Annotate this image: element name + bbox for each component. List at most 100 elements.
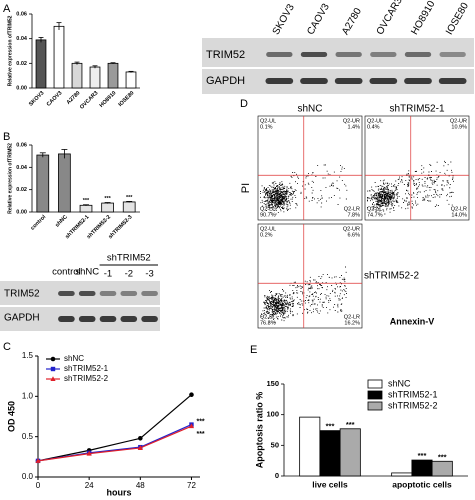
- plot-title: shNC: [297, 104, 322, 115]
- row-label: TRIM52: [206, 49, 245, 61]
- quadrant-label: 1.4%: [347, 124, 360, 130]
- error-bar: [128, 70, 134, 73]
- band: [78, 316, 96, 322]
- band: [141, 316, 158, 322]
- group-label: shTRIM52: [107, 253, 151, 264]
- y-tick-label: 100: [266, 410, 279, 419]
- y-tick-label: 0.5: [22, 432, 34, 441]
- lane-label: shNC: [75, 267, 99, 278]
- band: [78, 291, 96, 296]
- x-tick-label: A2780: [66, 90, 82, 106]
- legend-swatch: [367, 390, 383, 400]
- quadrant-label: Q2-LL: [260, 314, 275, 320]
- bar: [299, 416, 321, 477]
- quadrant-label: Q2-LR: [344, 314, 360, 320]
- quadrant-label: Q2-LL: [367, 206, 382, 212]
- lane-label: control: [52, 267, 81, 278]
- quadrant-label: 16.2%: [344, 320, 360, 326]
- band: [300, 78, 328, 84]
- quadrant-label: Q2-UL: [260, 226, 276, 232]
- quadrant-label: 76.8%: [260, 320, 276, 326]
- band: [439, 52, 466, 57]
- bar: [89, 66, 101, 89]
- y-axis-label: Relative expression ofTRIM52: [7, 143, 13, 214]
- quadrant-label: 74.7%: [367, 212, 383, 218]
- significance: ***: [196, 431, 204, 438]
- significance: ***: [104, 196, 111, 202]
- y-tick-label: 50: [271, 440, 279, 449]
- band: [335, 52, 362, 57]
- lane-label: -1: [104, 269, 112, 280]
- legend-label: shNC: [64, 354, 84, 363]
- marker: [50, 356, 56, 362]
- error-bar: [104, 202, 111, 204]
- band: [141, 291, 158, 296]
- panel-label: A: [3, 3, 11, 15]
- band: [369, 78, 398, 84]
- quadrant-label: Q2-UR: [343, 118, 360, 124]
- x-tick-label: 72: [187, 481, 196, 490]
- legend-label: shNC: [388, 378, 411, 388]
- y-tick-label: 0: [275, 471, 279, 480]
- error-bar: [83, 204, 89, 206]
- y-axis-label: Apoptosis ratio %: [254, 392, 264, 469]
- x-tick-label: HO8910: [99, 90, 118, 109]
- quadrant-label: 10.9%: [451, 124, 467, 130]
- lane-label: -3: [145, 269, 153, 280]
- bar: [391, 472, 413, 477]
- x-tick-label: apoptotic cells: [392, 479, 452, 489]
- y-tick-label: 0.0: [22, 472, 34, 481]
- bar: [107, 62, 119, 89]
- x-tick-label: live cells: [312, 479, 348, 489]
- bar: [53, 25, 65, 89]
- bar: [79, 204, 93, 213]
- legend-swatch: [367, 401, 383, 411]
- x-tick-label: control: [30, 214, 48, 232]
- bar: [319, 430, 341, 477]
- marker: [35, 458, 41, 463]
- y-tick-label: 0.06: [16, 11, 27, 17]
- y-tick-label: 1.0: [22, 391, 34, 400]
- error-bar: [39, 152, 46, 158]
- significance: ***: [418, 451, 427, 460]
- lane-label: -2: [125, 269, 133, 280]
- marker: [188, 423, 195, 429]
- error-bar: [92, 65, 98, 69]
- bar: [101, 202, 114, 213]
- x-tick-label: SKOV3: [28, 90, 45, 107]
- marker: [189, 392, 194, 398]
- plot-title: shTRIM52-2: [364, 271, 419, 282]
- plot-frame: [257, 115, 363, 221]
- y-tick-label: 1.5: [22, 351, 34, 360]
- line: [37, 394, 192, 462]
- marker: [50, 376, 56, 381]
- error-bar: [38, 37, 44, 43]
- y-tick-label: 0.00: [16, 85, 27, 91]
- significance: ***: [326, 422, 335, 431]
- quadrant-label: 7.8%: [347, 212, 360, 218]
- bar: [58, 153, 71, 213]
- significance: ***: [346, 420, 355, 429]
- quadrant-label: Q2-UR: [450, 118, 467, 124]
- marker: [138, 435, 143, 441]
- band: [58, 291, 75, 296]
- bar: [125, 71, 137, 89]
- line: [37, 424, 192, 462]
- event-dots: [367, 160, 454, 215]
- band: [99, 316, 117, 322]
- blot-background: [202, 38, 474, 94]
- quadrant-label: 6.6%: [347, 232, 360, 238]
- band: [404, 52, 432, 57]
- band: [300, 52, 328, 57]
- y-tick-label: 150: [266, 379, 279, 388]
- x-tick-label: shNC: [54, 214, 68, 228]
- x-axis-label: hours: [106, 487, 131, 497]
- significance: ***: [83, 198, 90, 204]
- row-label: GAPDH: [206, 75, 245, 87]
- quadrant-label: 90.7%: [260, 212, 276, 218]
- event-dots: [261, 266, 347, 323]
- band: [334, 78, 363, 84]
- quadrant-label: Q2-UR: [343, 226, 360, 232]
- quadrant-label: Q2-LL: [260, 206, 275, 212]
